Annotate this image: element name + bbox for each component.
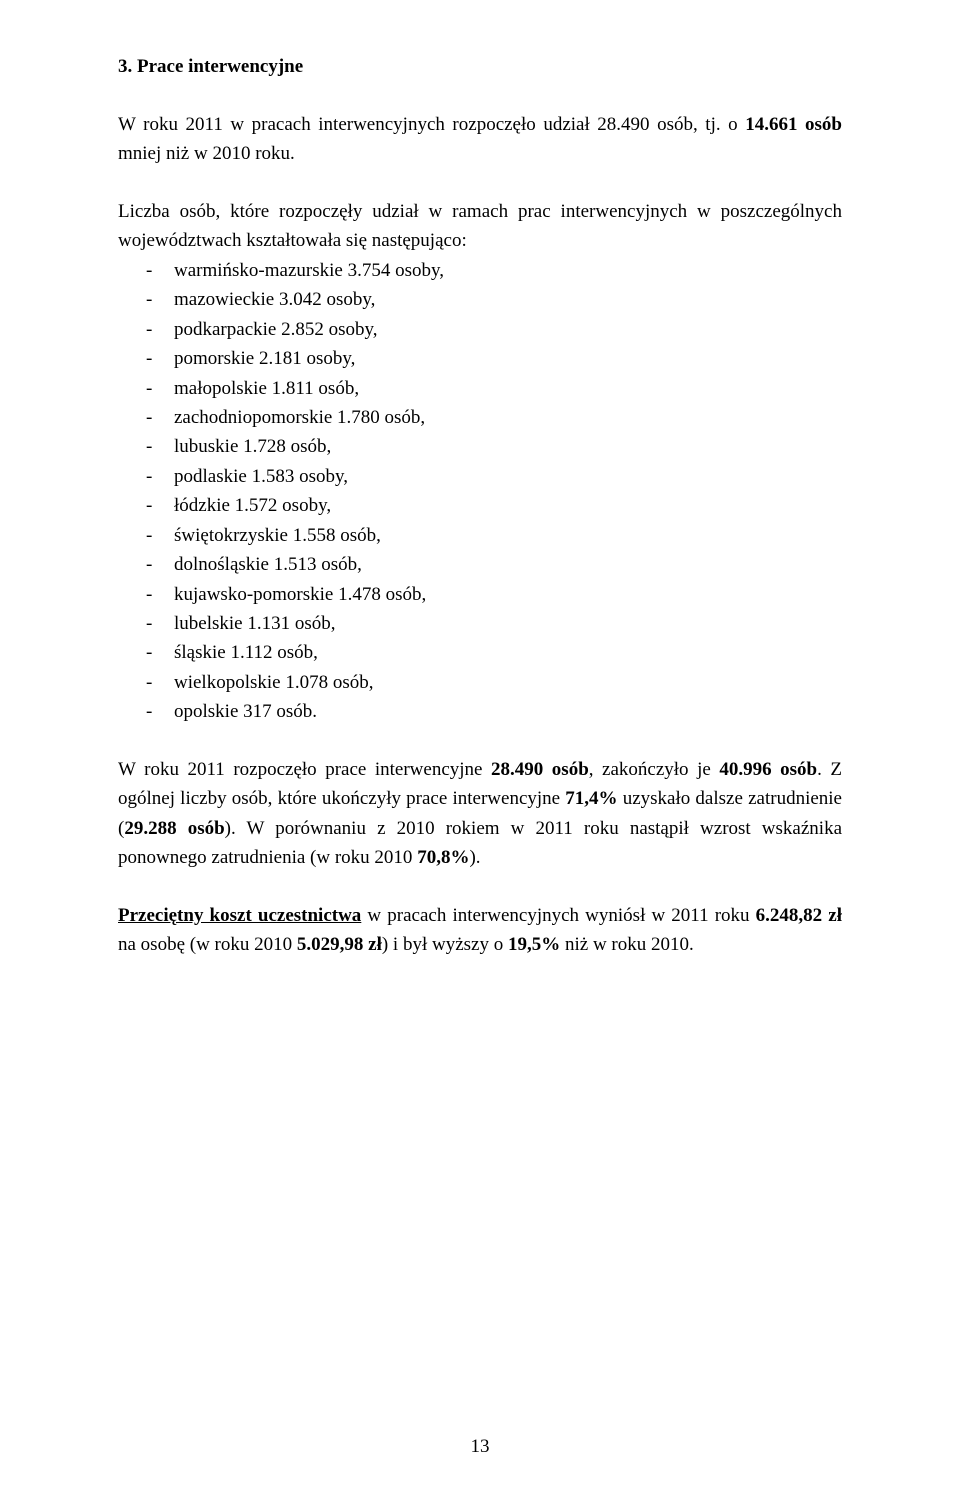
para4-label: Przeciętny koszt uczestnictwa [118,905,361,926]
list-item-text: warmińsko-mazurskie 3.754 osoby, [174,256,842,285]
list-dash: - [146,462,174,491]
list-item: -dolnośląskie 1.513 osób, [118,550,842,579]
list-item-text: pomorskie 2.181 osoby, [174,344,842,373]
list-item: -podlaskie 1.583 osoby, [118,462,842,491]
list-item: -lubuskie 1.728 osób, [118,432,842,461]
voivodeship-list: -warmińsko-mazurskie 3.754 osoby,-mazowi… [118,256,842,727]
para3-employed-count: 29.288 osób [124,818,224,839]
list-item: -kujawsko-pomorskie 1.478 osób, [118,580,842,609]
list-dash: - [146,580,174,609]
para4-b: w pracach interwencyjnych wyniósł w 2011… [361,905,755,926]
list-item: -pomorskie 2.181 osoby, [118,344,842,373]
para3-c: , zakończyło je [589,759,720,780]
list-item-text: lubelskie 1.131 osób, [174,609,842,638]
list-dash: - [146,256,174,285]
list-item-text: łódzkie 1.572 osoby, [174,491,842,520]
list-item: -mazowieckie 3.042 osoby, [118,285,842,314]
para3-k: ). [469,847,480,868]
para1-text-c: mniej niż w 2010 roku. [118,143,295,164]
para4-cost-2010: 5.029,98 zł [297,934,382,955]
page-number: 13 [0,1436,960,1458]
list-dash: - [146,609,174,638]
list-item: -opolskie 317 osób. [118,697,842,726]
list-item-text: dolnośląskie 1.513 osób, [174,550,842,579]
paragraph-summary: W roku 2011 rozpoczęło prace interwencyj… [118,755,842,873]
para3-percent: 71,4% [565,788,617,809]
list-item: -małopolskie 1.811 osób, [118,374,842,403]
list-item-text: podlaskie 1.583 osoby, [174,462,842,491]
para4-d: na osobę (w roku 2010 [118,934,297,955]
section-heading: 3. Prace interwencyjne [118,56,842,78]
list-dash: - [146,315,174,344]
list-item: -lubelskie 1.131 osób, [118,609,842,638]
list-dash: - [146,403,174,432]
list-dash: - [146,432,174,461]
list-item: -zachodniopomorskie 1.780 osób, [118,403,842,432]
list-item-text: śląskie 1.112 osób, [174,638,842,667]
list-item: -warmińsko-mazurskie 3.754 osoby, [118,256,842,285]
list-item: -wielkopolskie 1.078 osób, [118,668,842,697]
list-item: -podkarpackie 2.852 osoby, [118,315,842,344]
list-dash: - [146,374,174,403]
paragraph-cost: Przeciętny koszt uczestnictwa w pracach … [118,901,842,960]
para3-started-count: 28.490 osób [491,759,589,780]
list-item-text: zachodniopomorskie 1.780 osób, [174,403,842,432]
list-dash: - [146,521,174,550]
list-item: -łódzkie 1.572 osoby, [118,491,842,520]
para1-text-a: W roku 2011 w pracach interwencyjnych ro… [118,114,745,135]
document-page: 3. Prace interwencyjne W roku 2011 w pra… [0,0,960,1492]
list-item-text: małopolskie 1.811 osób, [174,374,842,403]
para4-percent-increase: 19,5% [508,934,560,955]
para4-h: niż w roku 2010. [560,934,694,955]
list-dash: - [146,550,174,579]
list-dash: - [146,344,174,373]
list-item-text: opolskie 317 osób. [174,697,842,726]
list-dash: - [146,638,174,667]
list-item: -śląskie 1.112 osób, [118,638,842,667]
para3-a: W roku 2011 rozpoczęło prace interwencyj… [118,759,491,780]
para1-bold-count: 14.661 osób [745,114,842,135]
paragraph-list-intro: Liczba osób, które rozpoczęły udział w r… [118,197,842,256]
paragraph-intro: W roku 2011 w pracach interwencyjnych ro… [118,110,842,169]
list-dash: - [146,697,174,726]
list-dash: - [146,491,174,520]
list-dash: - [146,285,174,314]
list-item-text: mazowieckie 3.042 osoby, [174,285,842,314]
list-dash: - [146,668,174,697]
list-item: -świętokrzyskie 1.558 osób, [118,521,842,550]
list-item-text: kujawsko-pomorskie 1.478 osób, [174,580,842,609]
list-item-text: podkarpackie 2.852 osoby, [174,315,842,344]
para4-cost-2011: 6.248,82 zł [756,905,842,926]
list-item-text: świętokrzyskie 1.558 osób, [174,521,842,550]
list-item-text: wielkopolskie 1.078 osób, [174,668,842,697]
para3-prev-percent: 70,8% [417,847,469,868]
para4-f: ) i był wyższy o [382,934,508,955]
list-item-text: lubuskie 1.728 osób, [174,432,842,461]
para3-finished-count: 40.996 osób [719,759,817,780]
